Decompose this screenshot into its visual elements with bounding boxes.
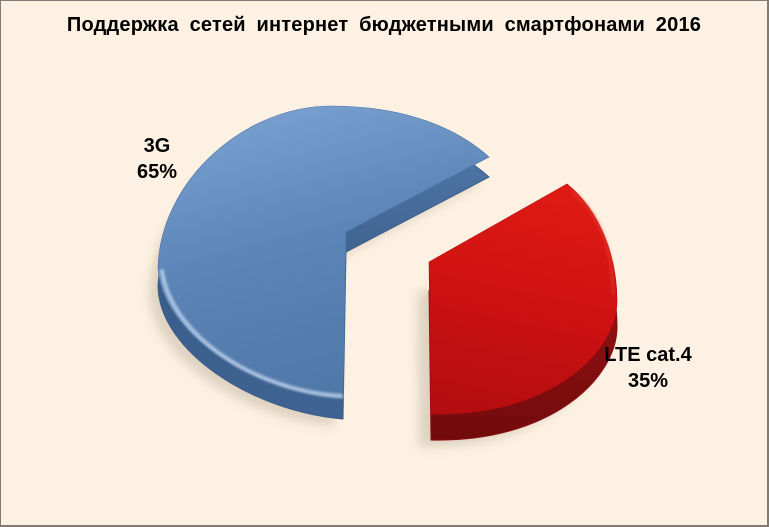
chart-title: Поддержка сетей интернет бюджетными смар…: [66, 14, 702, 36]
slice-label-3g: 3G 65%: [97, 133, 217, 185]
slice-label-lte: LTE cat.4 35%: [578, 342, 718, 394]
slice-label-lte-name: LTE cat.4: [604, 344, 692, 366]
slice-label-3g-percent: 65%: [136, 161, 178, 183]
slice-label-3g-name: 3G: [143, 135, 171, 157]
slice-label-lte-percent: 35%: [627, 370, 669, 392]
slice-3g-rim-light: [160, 269, 343, 398]
slice-lte-rim-light: [571, 190, 615, 295]
